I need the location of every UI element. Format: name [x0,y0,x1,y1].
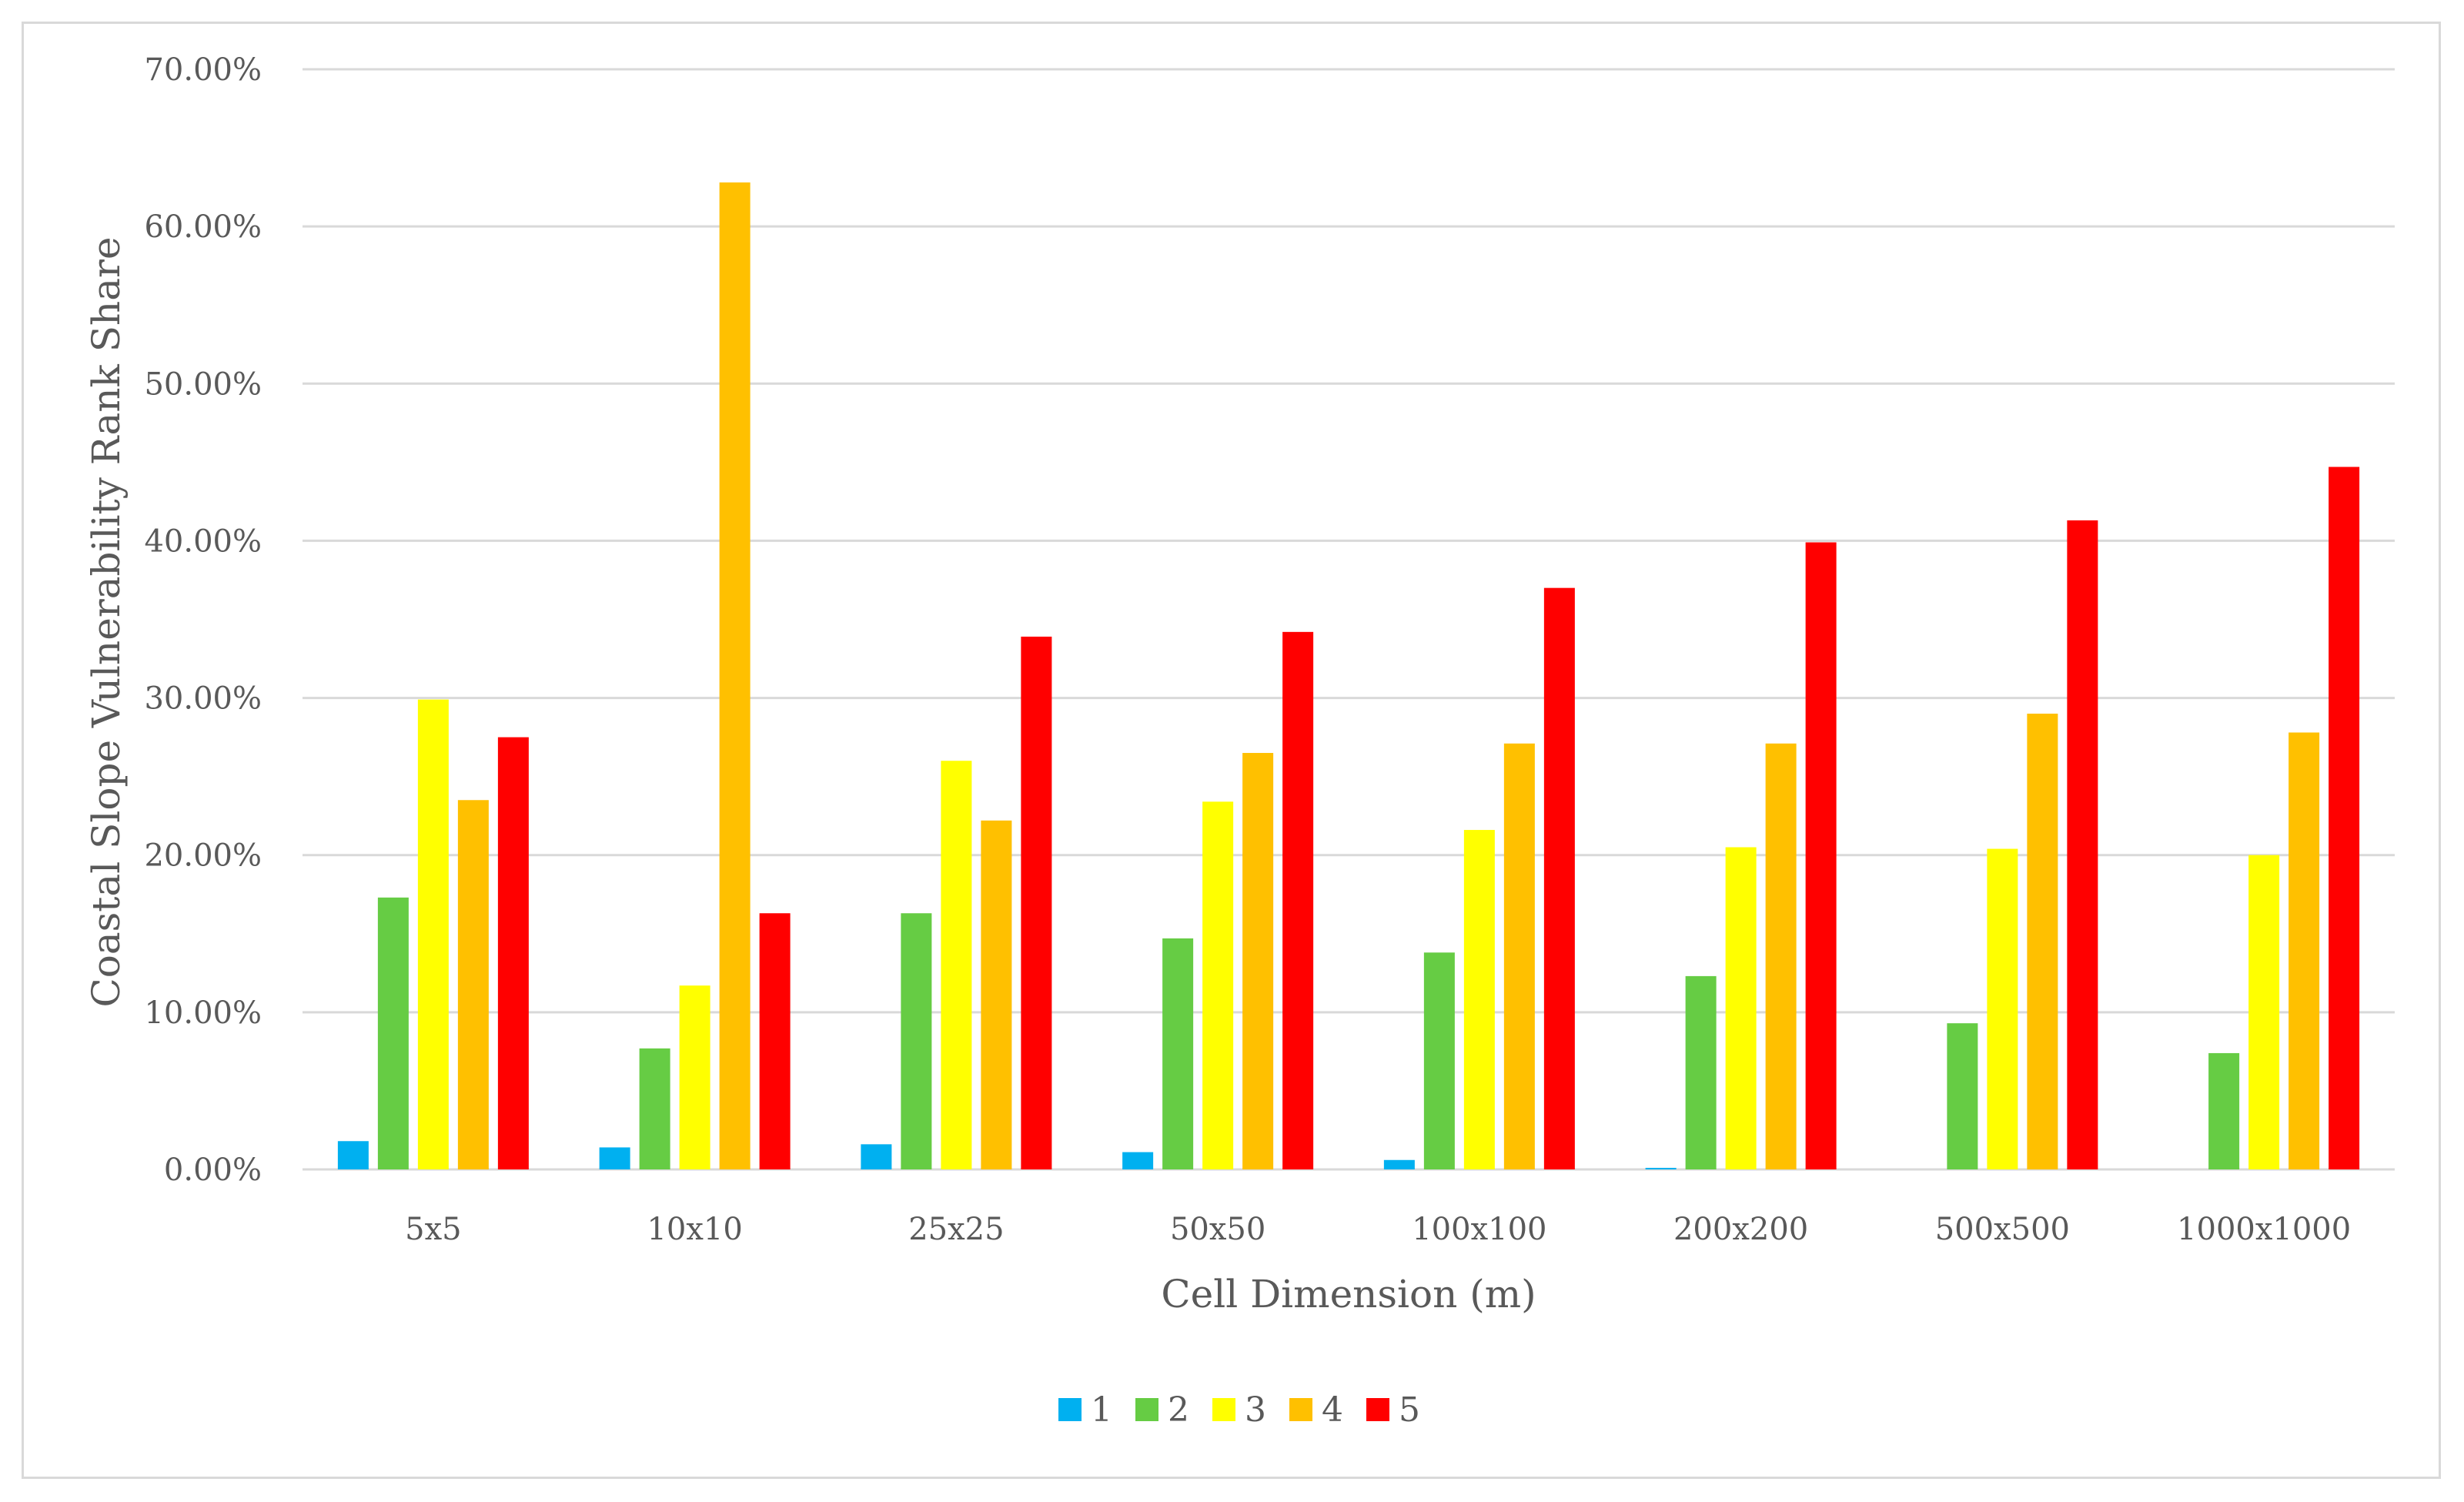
y-tick-label: 20.00% [144,838,262,874]
y-axis-ticks: 0.00% 10.00% 20.00% 30.00% 40.00% 50.00% 60.00… [144,52,262,1188]
bar-series-1 [1122,1152,1154,1169]
legend-label-3[interactable]: 3 [1245,1390,1266,1430]
legend-label-5[interactable]: 5 [1399,1390,1420,1430]
bar-series-5 [2329,467,2360,1169]
y-tick-label: 10.00% [144,995,262,1031]
bar-series-2 [1162,938,1194,1169]
legend-label-2[interactable]: 2 [1168,1390,1189,1430]
bar-series-1 [337,1141,369,1169]
legend-swatch-2[interactable] [1135,1398,1158,1421]
bar-series-3 [2248,855,2280,1169]
bar-series-2 [2208,1052,2240,1169]
bar-series-2 [1423,952,1455,1169]
bar-series-5 [759,913,791,1169]
legend-swatch-4[interactable] [1289,1398,1312,1421]
bar-series-1 [1645,1167,1677,1169]
bar-series-2 [639,1048,670,1169]
y-tick-label: 50.00% [144,366,262,402]
y-tick-label: 40.00% [144,524,262,559]
bar-series-3 [941,761,972,1169]
bar-series-3 [1987,848,2018,1169]
bar-series-4 [1765,743,1797,1169]
bar-series-3 [1202,801,1234,1169]
bar-series-2 [377,897,409,1169]
y-axis-title: Coastal Slope Vulnerability Rank Share [84,236,129,1007]
bar-series-4 [981,820,1012,1169]
legend-swatch-5[interactable] [1366,1398,1389,1421]
x-axis-title: Cell Dimension (m) [1161,1272,1536,1316]
legend[interactable]: 1 2 3 4 5 [1058,1390,1420,1430]
bar-series-3 [1725,847,1757,1169]
legend-swatch-1[interactable] [1058,1398,1082,1421]
y-tick-label: 60.00% [144,209,262,245]
bar-series-5 [497,737,529,1169]
bar-series-1 [599,1147,630,1169]
bar-series-5 [1543,587,1575,1169]
y-tick-label: 0.00% [164,1152,262,1188]
bar-series-4 [2288,732,2320,1169]
bar-series-2 [901,913,932,1169]
bar-series-5 [2067,520,2098,1169]
bar-series-4 [457,800,489,1169]
x-tick-label: 1000x1000 [2177,1212,2351,1247]
x-tick-label: 200x200 [1673,1212,1808,1247]
bar-series-3 [417,699,449,1169]
bars [337,182,2360,1169]
bar-series-4 [1503,743,1535,1169]
x-tick-label: 500x500 [1935,1212,2070,1247]
bar-series-2 [1685,975,1717,1169]
bar-series-3 [1463,830,1495,1169]
bar-series-2 [1947,1023,1978,1169]
bar-series-5 [1021,636,1052,1169]
y-tick-label: 30.00% [144,681,262,717]
bar-series-5 [1805,542,1837,1169]
x-tick-label: 10x10 [647,1212,742,1247]
x-tick-label: 5x5 [405,1212,461,1247]
bar-series-1 [861,1144,892,1169]
legend-label-4[interactable]: 4 [1322,1390,1343,1430]
legend-swatch-3[interactable] [1212,1398,1235,1421]
legend-label-1[interactable]: 1 [1091,1390,1112,1430]
x-tick-label: 100x100 [1412,1212,1546,1247]
bar-series-4 [1242,753,1274,1169]
y-tick-label: 70.00% [144,52,262,88]
bar-series-4 [719,182,751,1169]
x-tick-label: 25x25 [908,1212,1004,1247]
x-axis-ticks: 5x5 10x10 25x25 50x50 100x100 200x200 500x500 1… [405,1212,2351,1247]
bar-series-4 [2027,713,2058,1169]
x-tick-label: 50x50 [1170,1212,1265,1247]
bar-series-1 [1383,1159,1415,1169]
bar-series-5 [1282,631,1314,1169]
bar-series-3 [679,985,710,1169]
